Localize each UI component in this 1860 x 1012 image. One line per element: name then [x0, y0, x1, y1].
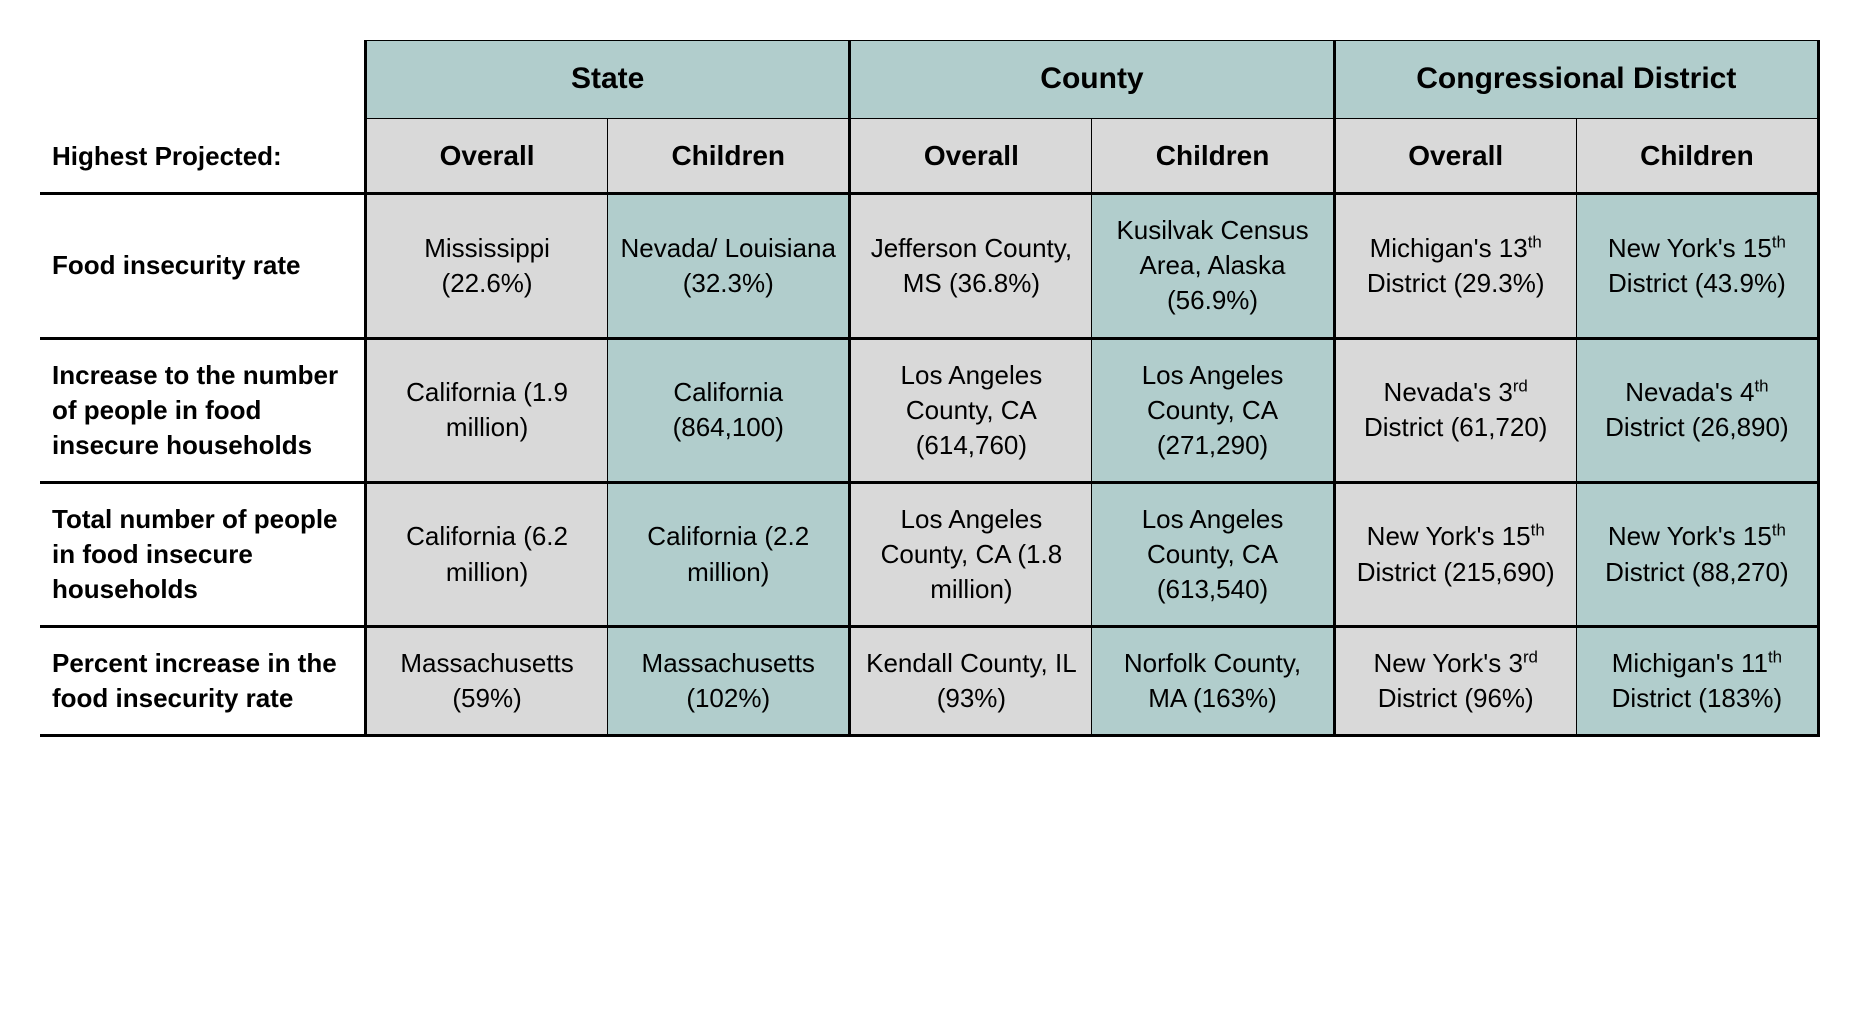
row-label: Increase to the number of people in food…: [40, 338, 366, 482]
table-body: Food insecurity rateMississippi (22.6%)N…: [40, 194, 1819, 736]
data-cell: California (1.9 million): [366, 338, 608, 482]
subcol-state-children: Children: [608, 118, 850, 194]
subcol-county-overall: Overall: [850, 118, 1092, 194]
subcol-county-children: Children: [1092, 118, 1334, 194]
data-cell: Michigan's 13th District (29.3%): [1334, 194, 1576, 338]
data-cell: Mississippi (22.6%): [366, 194, 608, 338]
data-cell: Los Angeles County, CA (1.8 million): [850, 482, 1092, 626]
data-cell: New York's 15th District (215,690): [1334, 482, 1576, 626]
subcol-district-children: Children: [1576, 118, 1818, 194]
data-cell: New York's 15th District (43.9%): [1576, 194, 1818, 338]
data-cell: Los Angeles County, CA (613,540): [1092, 482, 1334, 626]
data-cell: Massachusetts (102%): [608, 627, 850, 736]
corner-label: Highest Projected:: [40, 41, 366, 194]
data-cell: Kendall County, IL (93%): [850, 627, 1092, 736]
group-header-state: State: [366, 41, 850, 119]
data-cell: Michigan's 11th District (183%): [1576, 627, 1818, 736]
subcol-state-overall: Overall: [366, 118, 608, 194]
data-cell: California (6.2 million): [366, 482, 608, 626]
data-cell: Massachusetts (59%): [366, 627, 608, 736]
row-label: Total number of people in food insecure …: [40, 482, 366, 626]
data-cell: New York's 3rd District (96%): [1334, 627, 1576, 736]
food-insecurity-table: Highest Projected: State County Congress…: [40, 40, 1820, 737]
data-cell: Nevada's 4th District (26,890): [1576, 338, 1818, 482]
data-cell: Nevada's 3rd District (61,720): [1334, 338, 1576, 482]
group-header-district: Congressional District: [1334, 41, 1818, 119]
row-label: Percent increase in the food insecurity …: [40, 627, 366, 736]
table-row: Total number of people in food insecure …: [40, 482, 1819, 626]
data-cell: Jefferson County, MS (36.8%): [850, 194, 1092, 338]
data-cell: Kusilvak Census Area, Alaska (56.9%): [1092, 194, 1334, 338]
data-cell: Nevada/ Louisiana (32.3%): [608, 194, 850, 338]
group-header-county: County: [850, 41, 1334, 119]
data-cell: Los Angeles County, CA (614,760): [850, 338, 1092, 482]
table-row: Increase to the number of people in food…: [40, 338, 1819, 482]
data-cell: Los Angeles County, CA (271,290): [1092, 338, 1334, 482]
table-row: Percent increase in the food insecurity …: [40, 627, 1819, 736]
data-cell: New York's 15th District (88,270): [1576, 482, 1818, 626]
data-cell: California (2.2 million): [608, 482, 850, 626]
data-cell: California (864,100): [608, 338, 850, 482]
table-row: Food insecurity rateMississippi (22.6%)N…: [40, 194, 1819, 338]
data-cell: Norfolk County, MA (163%): [1092, 627, 1334, 736]
subcol-district-overall: Overall: [1334, 118, 1576, 194]
row-label: Food insecurity rate: [40, 194, 366, 338]
